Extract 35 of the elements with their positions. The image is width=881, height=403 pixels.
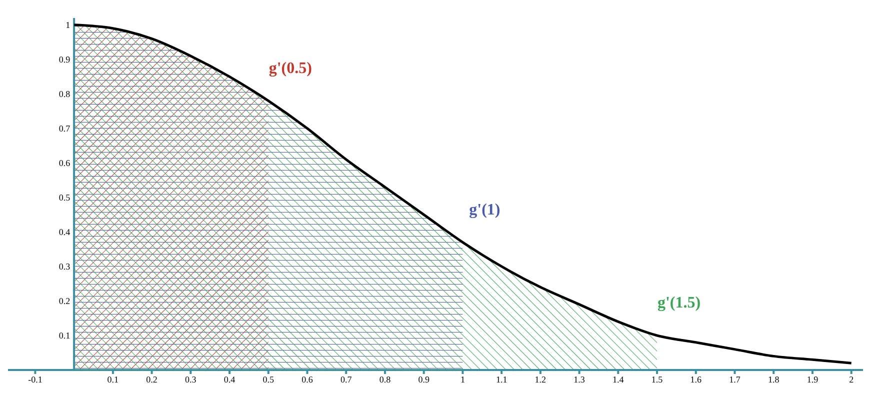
- y-tick-label: 0.2: [58, 296, 70, 306]
- annotation: g'(0.5): [268, 60, 312, 77]
- y-tick-label: 0.5: [58, 192, 71, 203]
- x-tick-label: 0.2: [146, 374, 158, 384]
- annotation: g'(1): [469, 201, 500, 218]
- y-tick-label: 0.6: [58, 158, 71, 168]
- x-tick-label: 1.1: [496, 374, 508, 384]
- x-tick-label: 0.9: [418, 374, 430, 384]
- x-tick-label: 1.4: [612, 374, 624, 384]
- annotation: g'(1.5): [657, 294, 701, 312]
- x-tick-label: 1.8: [768, 374, 780, 384]
- line-series: [72, 24, 853, 364]
- x-tick-label: 0.6: [302, 374, 314, 384]
- y-tick-label: 0.3: [58, 262, 71, 272]
- x-tick-label: 0.7: [340, 374, 352, 384]
- x-tick-label: 1.7: [729, 374, 741, 384]
- y-tick-label: 0.8: [58, 89, 71, 100]
- y-tick-label: 0.9: [58, 54, 71, 65]
- x-tick-label: 2: [849, 374, 854, 384]
- x-tick-label: 1.2: [534, 374, 546, 384]
- x-tick-label: 0.3: [185, 374, 197, 384]
- x-tick-label: 0.1: [107, 374, 119, 384]
- x-tick-label: 0.5: [262, 374, 275, 384]
- y-tick-label: 0.1: [58, 330, 70, 341]
- x-tick-label: 0.4: [224, 374, 236, 384]
- x-tick-label: 1.6: [690, 374, 702, 384]
- x-tick-label: -0.1: [28, 374, 42, 384]
- x-tick-label: 1.3: [574, 374, 586, 384]
- y-tick-label: 0.4: [58, 227, 71, 238]
- x-tick-label: 1.9: [806, 374, 819, 384]
- x-tick-label: 1: [460, 374, 465, 384]
- x-tick-label: 1.5: [651, 374, 664, 384]
- x-tick-label: 0.8: [379, 374, 392, 384]
- y-tick-label: 0.7: [58, 124, 71, 134]
- y-tick-label: 1: [66, 20, 70, 30]
